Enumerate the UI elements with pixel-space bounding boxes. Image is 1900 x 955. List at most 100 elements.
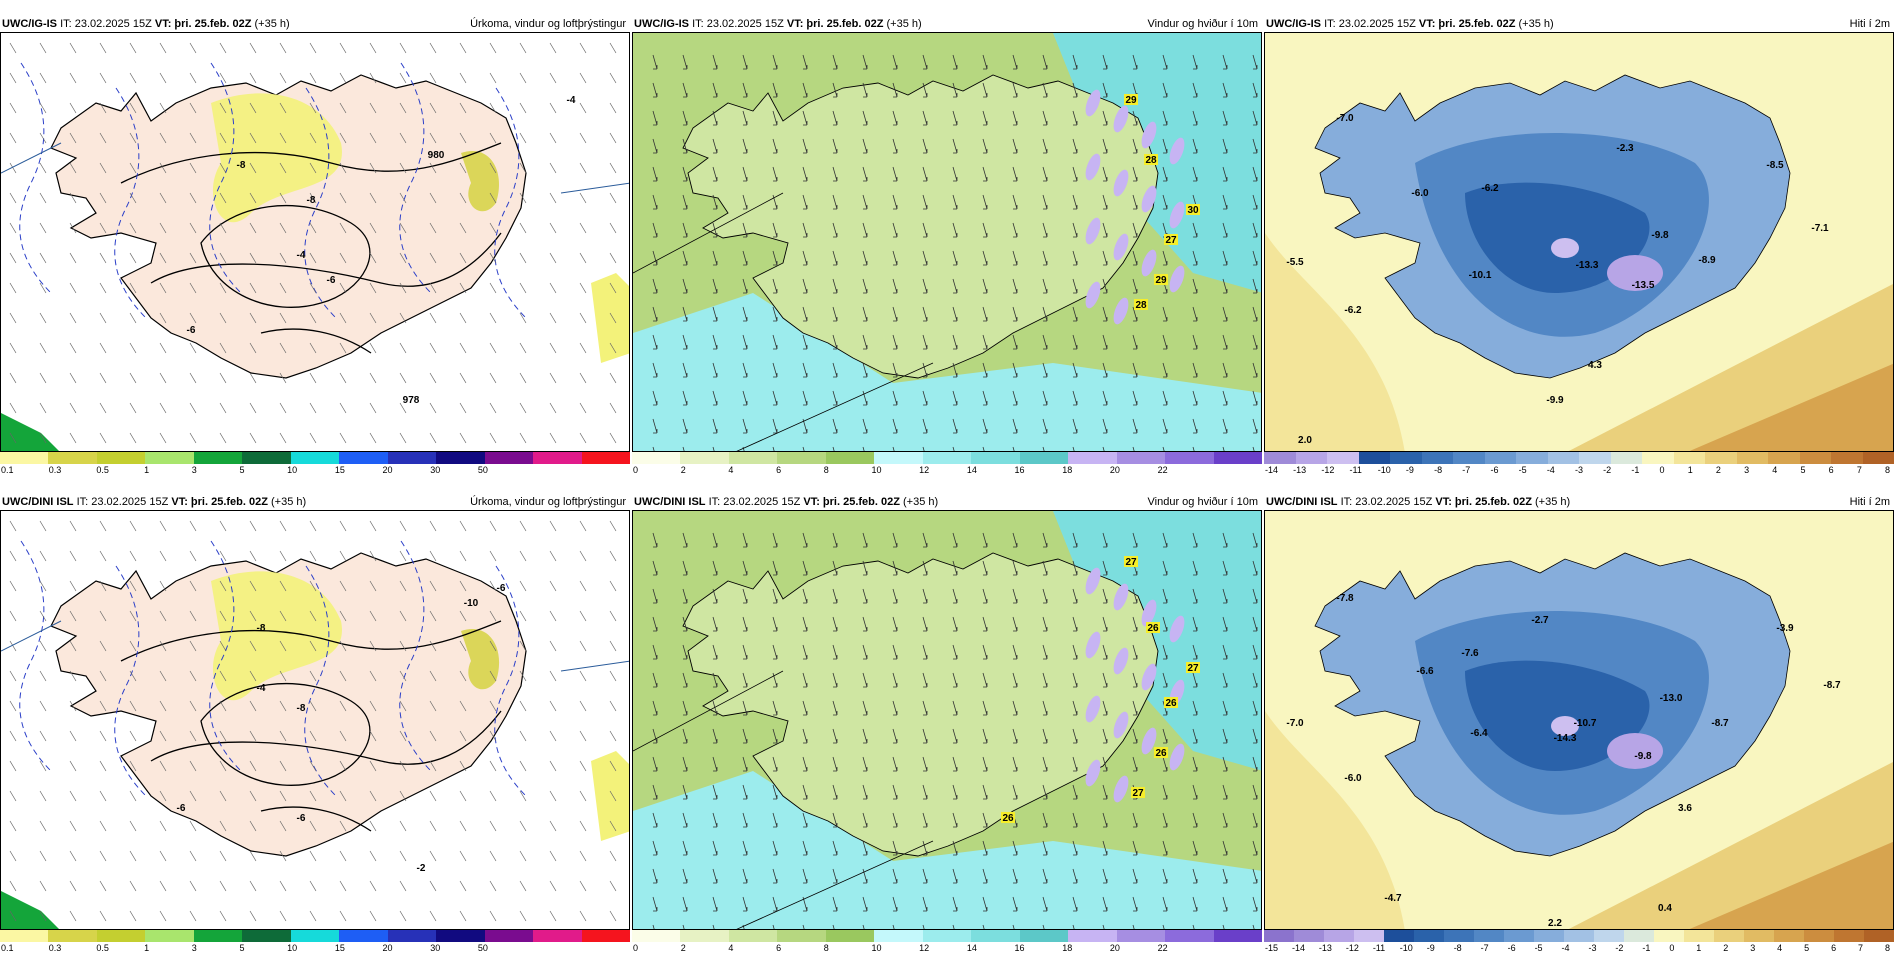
colorbar-segment [242,930,291,942]
map-value-label: -8.5 [1766,160,1784,171]
colorbar-segment [339,452,388,464]
map-value-label: 27 [1186,662,1200,674]
colorbar-tick-label: -9 [1426,943,1435,953]
colorbar-segment [436,452,485,464]
map-value-label: -10.7 [1574,718,1597,729]
colorbar-segment [0,930,49,942]
panel-wind-igis: UWC/IG-IS IT: 23.02.2025 15Z VT: þri. 25… [632,16,1263,476]
svg-text:-10: -10 [464,598,479,609]
colorbar-tick-label: 20 [1109,943,1120,953]
model-name: UWC/DINI ISL [1266,496,1338,508]
colorbar-tick-label: -6 [1490,465,1499,475]
svg-text:-3.9: -3.9 [1776,623,1794,634]
colorbar-segment [777,930,826,942]
map-value-label: 0.4 [1658,903,1672,914]
svg-text:-6: -6 [497,583,506,594]
svg-text:-7.6: -7.6 [1461,648,1479,659]
colorbar-tick-label: -12 [1345,943,1359,953]
colorbar-tick-label: -9 [1405,465,1414,475]
svg-text:-8.7: -8.7 [1711,718,1729,729]
colorbar-segment [1673,452,1705,464]
map-value-label: -13.0 [1660,693,1683,704]
colorbar-tick-label: 3 [191,465,197,475]
svg-text:4.3: 4.3 [1588,360,1602,371]
lead-time: (+35 h) [903,496,939,508]
svg-text:-4: -4 [297,250,306,261]
colorbar-tick-label: 1 [1696,943,1702,953]
colorbar-tick-label: 8 [1885,943,1891,953]
svg-text:-6.6: -6.6 [1416,666,1434,677]
lead-time: (+35 h) [254,18,290,30]
colorbar-segment [1831,452,1863,464]
colorbar-tick-label: -4 [1546,465,1555,475]
colorbar-segment [1714,930,1744,942]
colorbar-tick-label: -6 [1507,943,1516,953]
map-value-label: -9.8 [1634,751,1652,762]
colorbar-segment [1516,452,1548,464]
colorbar-segment [1744,930,1774,942]
panel-title: Úrkoma, vindur og loftþrýstingur [470,18,626,30]
colorbar-segment [1547,452,1579,464]
colorbar-segment [193,930,243,942]
colorbar-tick-label: 6 [1828,465,1834,475]
valid-time: þri. 25.feb. 02Z [1454,496,1532,508]
svg-text:-7.8: -7.8 [1336,593,1354,604]
map-value-label: -2.3 [1616,143,1634,154]
map-value-label: -9.8 [1651,230,1669,241]
colorbar-tick-label: 0 [633,943,639,953]
map-value-label: -2 [417,863,426,874]
precip-colorbar [0,930,631,942]
map-value-label: -6.2 [1344,305,1362,316]
colorbar-segment [1564,930,1594,942]
panel-precip-igis: UWC/IG-IS IT: 23.02.2025 15Z VT: þri. 25… [0,16,631,476]
svg-text:27: 27 [1125,557,1137,568]
map-value-label: -8.7 [1711,718,1729,729]
colorbar-tick-label: -4 [1561,943,1570,953]
colorbar-segment [533,452,582,464]
svg-text:-2.3: -2.3 [1616,143,1634,154]
map-value-label: -8 [237,160,246,171]
map-value-label: -13.3 [1576,260,1599,271]
colorbar-tick-label: 6 [1831,943,1837,953]
colorbar-tick-label: 20 [382,465,393,475]
temp-colorbar [1264,930,1894,942]
colorbar-tick-label: 2 [1723,943,1729,953]
valid-label: VT: [1435,496,1452,508]
colorbar-segment [1165,930,1214,942]
map-value-label: -7.1 [1811,223,1829,234]
svg-text:2.2: 2.2 [1548,918,1562,929]
wind-map: 29 28 30 27 29 28 [632,32,1262,452]
svg-text:-7.0: -7.0 [1336,113,1354,124]
panel-header: UWC/IG-IS IT: 23.02.2025 15Z VT: þri. 25… [632,16,1262,32]
svg-text:-9.8: -9.8 [1651,230,1669,241]
colorbar-segment [971,452,1020,464]
svg-text:-13.5: -13.5 [1632,280,1655,291]
map-value-label: -4.7 [1384,893,1402,904]
colorbar-tick-label: 8 [823,465,829,475]
colorbar-tick-label: 14 [966,943,977,953]
colorbar-tick-label: -2 [1615,943,1624,953]
precip-colorbar [0,452,631,464]
svg-text:-5.5: -5.5 [1286,257,1304,268]
map-value-label: -8 [257,623,266,634]
colorbar-segment [1354,930,1384,942]
colorbar-tick-label: 22 [1157,465,1168,475]
colorbar-segment [1165,452,1214,464]
colorbar-tick-label: -15 [1265,943,1279,953]
map-value-label: 28 [1134,299,1148,311]
svg-text:-13.3: -13.3 [1576,260,1599,271]
wind-colorbar [632,452,1263,464]
colorbar-tick-label: -1 [1642,943,1651,953]
colorbar-tick-label: 1 [144,465,150,475]
panel-header: UWC/IG-IS IT: 23.02.2025 15Z VT: þri. 25… [0,16,630,32]
svg-text:-8: -8 [237,160,246,171]
colorbar-tick-label: 20 [1109,465,1120,475]
colorbar-tick-label: 3 [1744,465,1750,475]
wind-map: 27 26 27 26 26 27 26 [632,510,1262,930]
colorbar-tick-label: 50 [477,465,488,475]
map-value-label: -8 [307,195,316,206]
colorbar-segment [1414,930,1444,942]
init-time: IT: 23.02.2025 15Z [1324,18,1416,30]
map-value-label: 28 [1144,154,1158,166]
colorbar-segment [1294,930,1324,942]
